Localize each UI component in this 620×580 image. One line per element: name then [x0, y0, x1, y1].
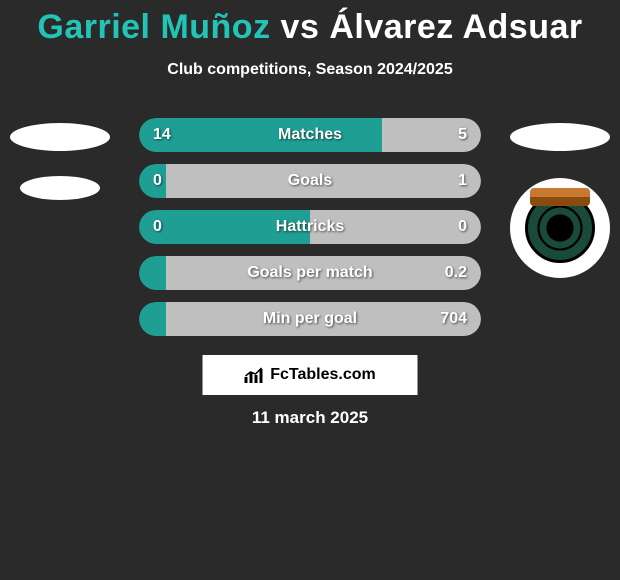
stat-bar-row: Goals per match 0.2 — [139, 256, 481, 290]
stat-bar-label: Hattricks — [276, 218, 344, 236]
stat-bar-value-left: 14 — [153, 126, 171, 144]
stat-bar-left — [139, 118, 382, 152]
stat-bar-value-right: 1 — [458, 172, 467, 190]
page-title: Garriel Muñoz vs Álvarez Adsuar — [0, 0, 620, 47]
stat-bar-label: Matches — [278, 126, 342, 144]
footer-date: 11 march 2025 — [0, 408, 620, 428]
stat-bar-value-left: 0 — [153, 218, 162, 236]
comparison-card: Garriel Muñoz vs Álvarez Adsuar Club com… — [0, 0, 620, 580]
club-badge-top — [530, 188, 590, 206]
player2-name: Álvarez Adsuar — [329, 8, 582, 46]
player1-avatar-placeholder — [10, 123, 110, 151]
stat-bar-row: Hattricks 0 0 — [139, 210, 481, 244]
stat-bar-row: Matches 14 5 — [139, 118, 481, 152]
player2-avatar-placeholder — [510, 123, 610, 151]
stat-bar-value-right: 0 — [458, 218, 467, 236]
stat-bar-value-right: 0.2 — [445, 264, 467, 282]
stat-bar-label: Goals per match — [247, 264, 372, 282]
brand-text: FcTables.com — [270, 366, 376, 384]
stat-bar-left — [139, 302, 166, 336]
stat-bars: Matches 14 5 Goals 0 1 Hattricks 0 0 Goals per ma… — [139, 118, 481, 348]
stat-bar-label: Min per goal — [263, 310, 357, 328]
title-separator: vs — [281, 8, 320, 46]
player1-name: Garriel Muñoz — [37, 8, 270, 46]
stat-bar-value-right: 5 — [458, 126, 467, 144]
stat-bar-label: Goals — [288, 172, 332, 190]
stat-bar-value-left: 0 — [153, 172, 162, 190]
subtitle: Club competitions, Season 2024/2025 — [0, 61, 620, 79]
stat-bar-left — [139, 256, 166, 290]
player2-club-badge — [510, 178, 610, 278]
chart-icon — [244, 367, 264, 383]
stat-bar-row: Min per goal 704 — [139, 302, 481, 336]
stat-bar-row: Goals 0 1 — [139, 164, 481, 198]
stat-bar-value-right: 704 — [440, 310, 467, 328]
brand-badge[interactable]: FcTables.com — [203, 355, 418, 395]
player1-club-placeholder — [20, 176, 100, 200]
